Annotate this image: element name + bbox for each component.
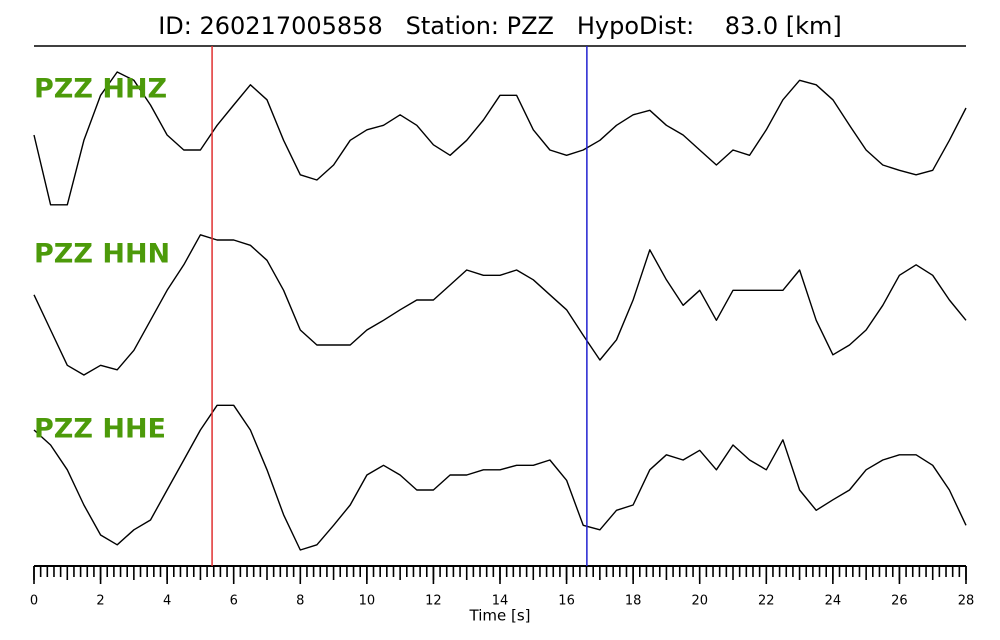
trace	[33, 404, 967, 551]
x-tick-label: 28	[958, 594, 975, 609]
trace-label: PZZ HHZ	[34, 74, 167, 105]
x-tick-label: 2	[96, 594, 104, 609]
x-tick-label: 10	[359, 594, 376, 609]
trace-label: PZZ HHE	[34, 414, 166, 445]
x-tick-label: 24	[825, 594, 842, 609]
trace	[33, 234, 967, 376]
x-tick-label: 6	[230, 594, 238, 609]
x-axis-label: Time [s]	[469, 607, 531, 625]
x-tick-label: 12	[425, 594, 442, 609]
x-tick-label: 14	[492, 594, 509, 609]
trace-label: PZZ HHN	[34, 239, 170, 270]
x-tick-label: 8	[296, 594, 304, 609]
x-tick-label: 22	[758, 594, 775, 609]
x-tick-label: 16	[558, 594, 575, 609]
x-tick-label: 26	[891, 594, 908, 609]
chart-title: ID: 260217005858 Station: PZZ HypoDist: …	[158, 12, 842, 40]
x-tick-label: 18	[625, 594, 642, 609]
x-tick-label: 0	[30, 594, 38, 609]
x-tick-label: 20	[691, 594, 708, 609]
x-tick-label: 4	[163, 594, 171, 609]
trace	[33, 71, 967, 206]
